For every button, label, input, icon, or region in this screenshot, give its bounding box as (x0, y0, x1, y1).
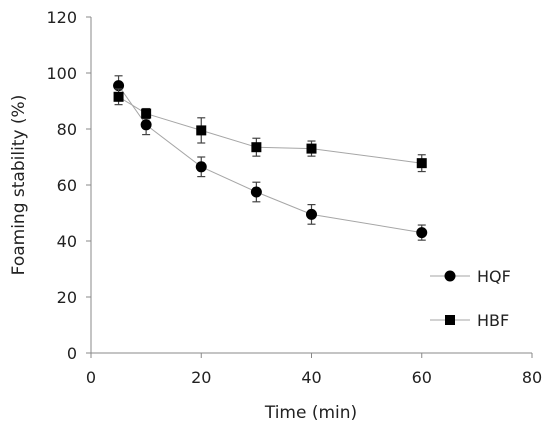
legend-item-hqf: HQF (430, 267, 511, 286)
data-point-hbf (141, 108, 152, 119)
data-point-hbf (196, 125, 207, 136)
data-point-hqf (250, 186, 262, 198)
y-tick-label: 40 (57, 232, 77, 251)
series-layer (113, 75, 428, 241)
x-tick-label: 60 (412, 368, 432, 387)
y-axis-title: Foaming stability (%) (9, 95, 29, 276)
data-point-hqf (306, 208, 317, 220)
axis-ticks: 0 20 40 60 80 100 120 0 20 40 60 80 (46, 8, 542, 387)
data-point-hqf (113, 80, 125, 92)
legend: HQF HBF (430, 267, 511, 330)
data-point-hbf (416, 158, 427, 169)
data-point-hqf (140, 119, 152, 131)
series-line-hbf (118, 96, 422, 164)
series-hbf (113, 88, 427, 173)
data-point-hbf (113, 91, 124, 102)
series-hqf (113, 75, 428, 241)
x-tick-label: 20 (191, 368, 211, 387)
y-tick-label: 60 (57, 176, 77, 195)
y-tick-label: 120 (46, 8, 77, 27)
y-tick-label: 0 (67, 344, 77, 363)
data-point-hqf (195, 161, 207, 173)
legend-marker-hbf (445, 315, 455, 325)
series-line-hqf (118, 85, 422, 234)
y-tick-label: 80 (57, 120, 77, 139)
data-point-hbf (306, 143, 317, 154)
x-tick-label: 80 (522, 368, 542, 387)
legend-label-hbf: HBF (477, 311, 509, 330)
x-tick-label: 0 (86, 368, 96, 387)
data-point-hbf (251, 142, 262, 153)
legend-label-hqf: HQF (477, 267, 511, 286)
x-tick-label: 40 (301, 368, 321, 387)
x-axis-title: Time (min) (264, 403, 357, 423)
plot-area: 0 20 40 60 80 100 120 0 20 40 60 80 (46, 8, 542, 387)
y-tick-label: 100 (46, 64, 77, 83)
data-point-hqf (416, 227, 428, 239)
legend-marker-hqf (444, 270, 456, 282)
legend-item-hbf: HBF (430, 311, 509, 330)
y-tick-label: 20 (57, 288, 77, 307)
